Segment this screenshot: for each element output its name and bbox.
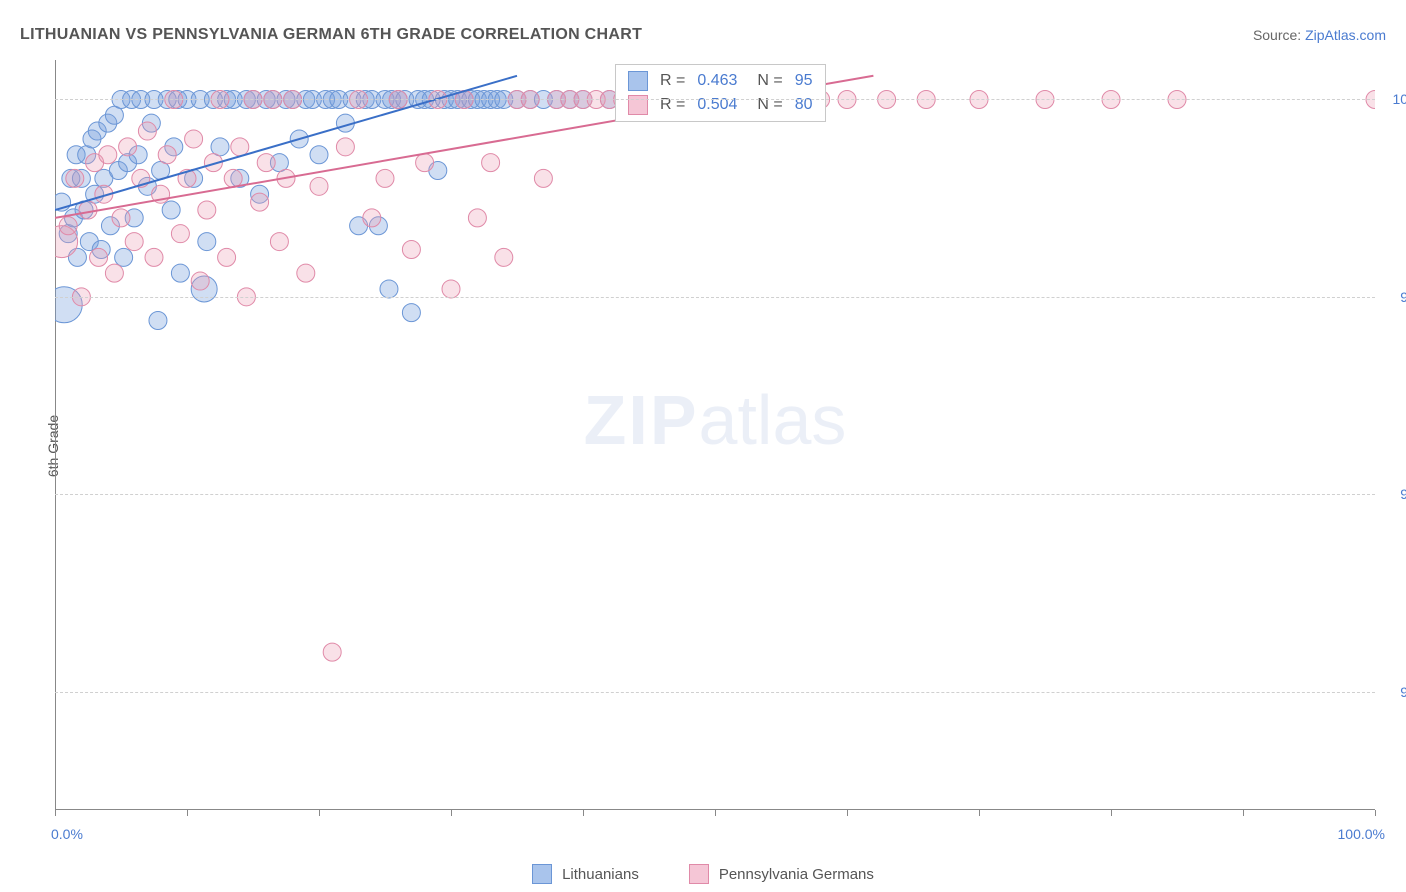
stats-n-label: N = bbox=[757, 72, 782, 90]
data-point bbox=[468, 209, 486, 227]
data-point bbox=[231, 138, 249, 156]
data-point bbox=[402, 304, 420, 322]
stats-swatch bbox=[628, 71, 648, 91]
data-point bbox=[251, 193, 269, 211]
bottom-legend: Lithuanians Pennsylvania Germans bbox=[0, 864, 1406, 884]
data-point bbox=[119, 138, 137, 156]
data-point bbox=[145, 248, 163, 266]
x-tick bbox=[319, 810, 320, 816]
data-point bbox=[149, 312, 167, 330]
gridline-h bbox=[55, 297, 1375, 298]
data-point bbox=[125, 233, 143, 251]
data-point bbox=[105, 264, 123, 282]
x-tick bbox=[979, 810, 980, 816]
data-point bbox=[224, 169, 242, 187]
stats-row: R =0.504N =80 bbox=[628, 95, 813, 115]
legend-entry: Pennsylvania Germans bbox=[689, 864, 874, 884]
x-tick bbox=[715, 810, 716, 816]
data-point bbox=[380, 280, 398, 298]
chart-source: Source: ZipAtlas.com bbox=[1253, 27, 1386, 43]
legend-swatch bbox=[532, 864, 552, 884]
data-point bbox=[112, 209, 130, 227]
stats-box: R = 0.463 N = 95 R =0.504N =80 bbox=[615, 64, 826, 122]
data-point bbox=[138, 122, 156, 140]
stats-r-value: 0.463 bbox=[697, 72, 737, 90]
data-point bbox=[402, 240, 420, 258]
scatter-svg bbox=[55, 60, 1375, 810]
gridline-h bbox=[55, 692, 1375, 693]
x-tick bbox=[1111, 810, 1112, 816]
stats-swatch bbox=[628, 95, 648, 115]
source-link[interactable]: ZipAtlas.com bbox=[1305, 27, 1386, 43]
stats-r-label: R = bbox=[660, 72, 685, 90]
legend-label: Pennsylvania Germans bbox=[719, 866, 874, 883]
data-point bbox=[323, 643, 341, 661]
data-point bbox=[185, 130, 203, 148]
source-prefix: Source: bbox=[1253, 27, 1305, 43]
y-tick-label: 92.5% bbox=[1380, 684, 1406, 700]
y-tick-label: 95.0% bbox=[1380, 486, 1406, 502]
chart-header: LITHUANIAN VS PENNSYLVANIA GERMAN 6TH GR… bbox=[20, 20, 1386, 50]
data-point bbox=[270, 233, 288, 251]
data-point bbox=[171, 264, 189, 282]
legend-entry: Lithuanians bbox=[532, 864, 639, 884]
x-tick bbox=[451, 810, 452, 816]
data-point bbox=[191, 272, 209, 290]
x-tick-label-min: 0.0% bbox=[51, 826, 83, 842]
x-tick bbox=[1375, 810, 1376, 816]
data-point bbox=[59, 217, 77, 235]
x-tick bbox=[847, 810, 848, 816]
data-point bbox=[257, 154, 275, 172]
data-point bbox=[90, 248, 108, 266]
data-point bbox=[534, 169, 552, 187]
data-point bbox=[310, 146, 328, 164]
data-point bbox=[162, 201, 180, 219]
data-point bbox=[171, 225, 189, 243]
data-point bbox=[99, 146, 117, 164]
data-point bbox=[416, 154, 434, 172]
data-point bbox=[482, 154, 500, 172]
plot-area: ZIPatlas R =0.463N =95R =0.504N =80 0.0%… bbox=[55, 60, 1375, 810]
data-point bbox=[310, 177, 328, 195]
x-tick bbox=[583, 810, 584, 816]
x-tick bbox=[1243, 810, 1244, 816]
data-point bbox=[297, 264, 315, 282]
data-point bbox=[495, 248, 513, 266]
data-point bbox=[336, 138, 354, 156]
data-point bbox=[79, 201, 97, 219]
data-point bbox=[442, 280, 460, 298]
data-point bbox=[376, 169, 394, 187]
y-tick-label: 97.5% bbox=[1380, 289, 1406, 305]
y-tick-label: 100.0% bbox=[1380, 91, 1406, 107]
legend-label: Lithuanians bbox=[562, 866, 639, 883]
legend-swatch bbox=[689, 864, 709, 884]
gridline-h bbox=[55, 494, 1375, 495]
data-point bbox=[66, 169, 84, 187]
x-tick bbox=[55, 810, 56, 816]
data-point bbox=[198, 201, 216, 219]
stats-n-value: 95 bbox=[795, 72, 813, 90]
data-point bbox=[115, 248, 133, 266]
data-point bbox=[158, 146, 176, 164]
data-point bbox=[218, 248, 236, 266]
x-tick-label-max: 100.0% bbox=[1338, 826, 1385, 842]
gridline-h bbox=[55, 99, 1375, 100]
stats-row: R = 0.463 N = 95 bbox=[628, 71, 813, 91]
chart-title: LITHUANIAN VS PENNSYLVANIA GERMAN 6TH GR… bbox=[20, 26, 642, 44]
data-point bbox=[363, 209, 381, 227]
data-point bbox=[198, 233, 216, 251]
x-tick bbox=[187, 810, 188, 816]
